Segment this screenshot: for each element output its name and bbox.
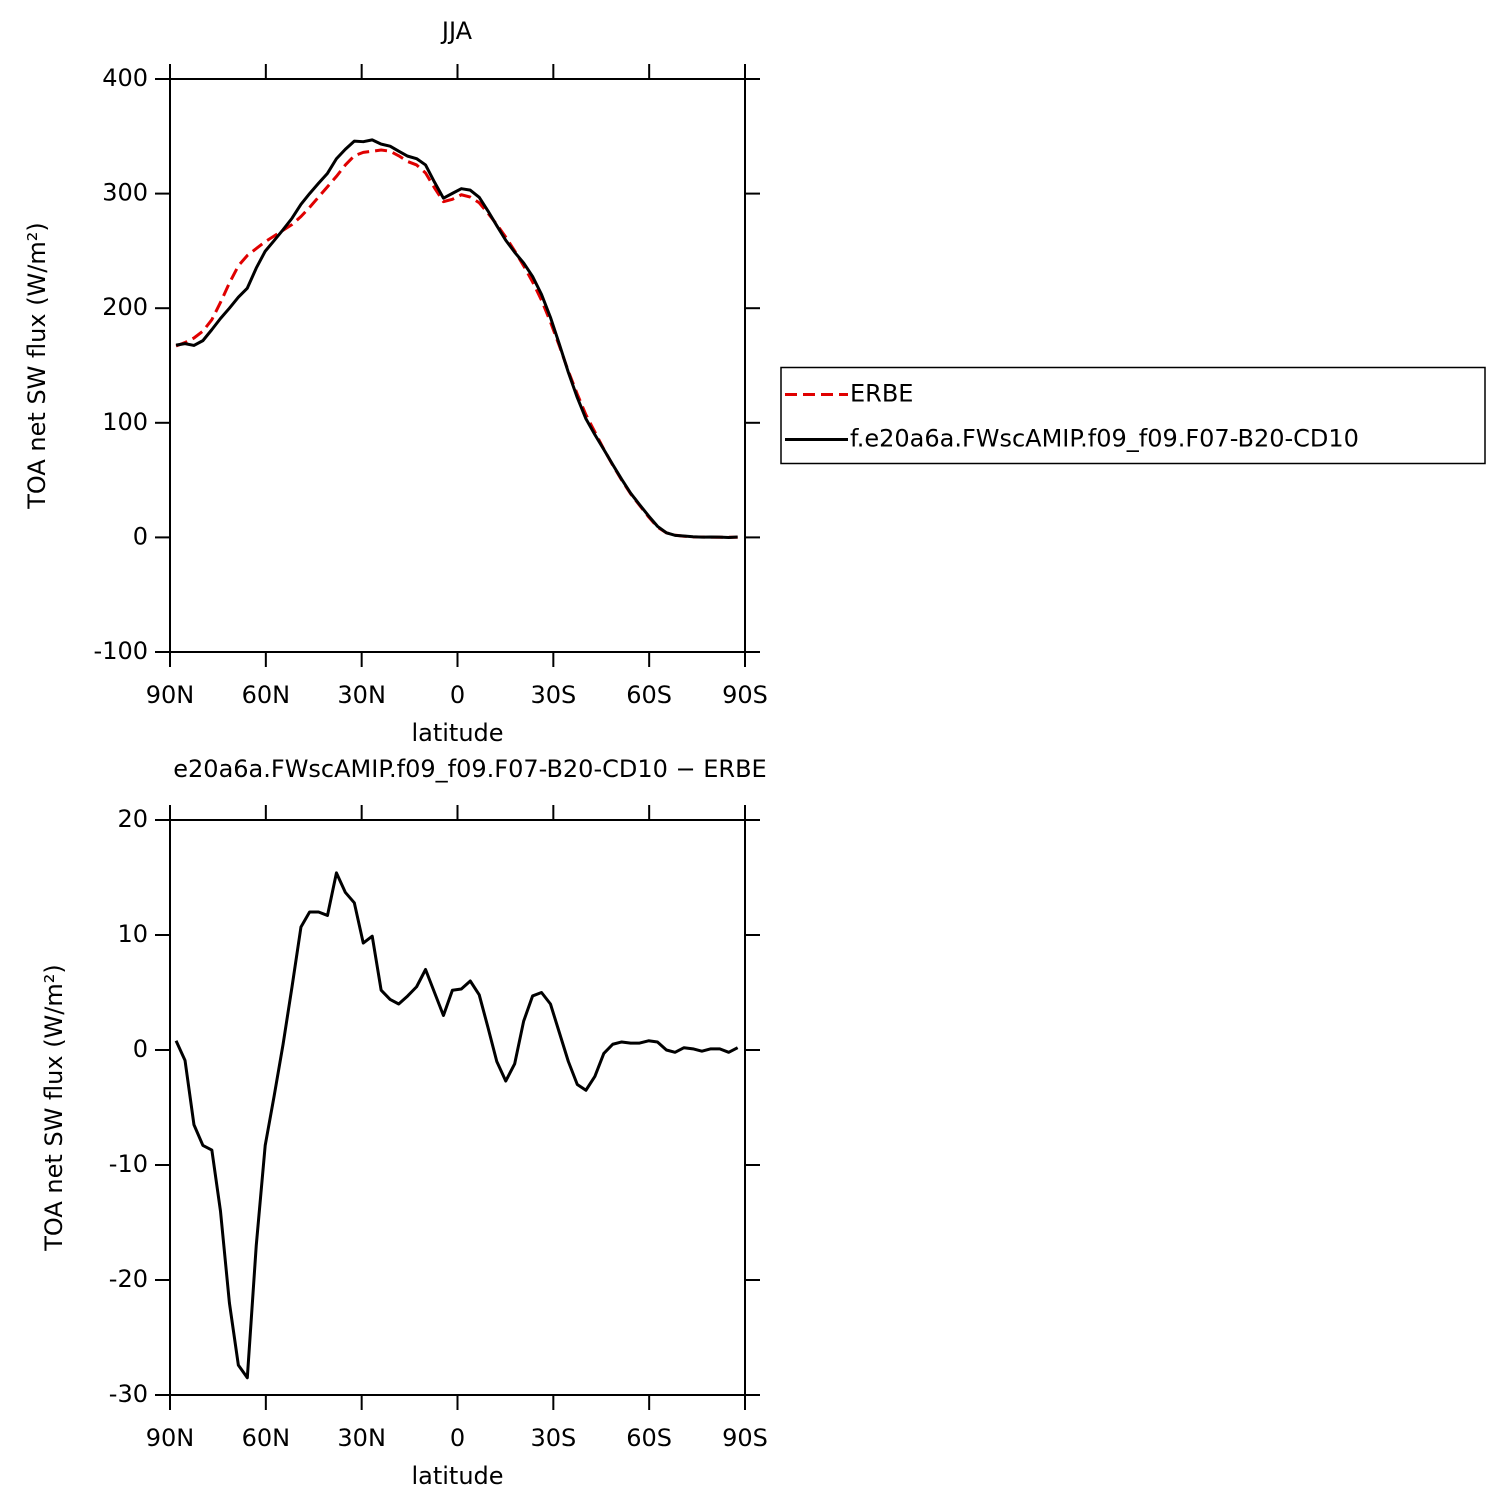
legend-label: ERBE xyxy=(850,380,913,408)
x-tick-label: 30S xyxy=(530,1424,576,1452)
series-line xyxy=(174,871,739,1380)
y-tick-label: 200 xyxy=(102,293,148,321)
plot-frame xyxy=(169,78,746,653)
plot-frame xyxy=(169,819,746,1396)
x-tick-label: 0 xyxy=(450,1424,465,1452)
x-tick-label: 90S xyxy=(722,1424,768,1452)
x-tick-label: 60N xyxy=(242,681,291,709)
x-tick-label: 90N xyxy=(146,681,195,709)
y-tick-label: -100 xyxy=(94,637,148,665)
x-tick-label: 60S xyxy=(626,1424,672,1452)
series-line xyxy=(175,148,738,539)
x-tick-label: 60S xyxy=(626,681,672,709)
chart-title: e20a6a.FWscAMIP.f09_f09.F07-B20-CD10 − E… xyxy=(173,755,766,783)
y-tick-label: 400 xyxy=(102,64,148,92)
x-axis-label: latitude xyxy=(411,1462,503,1490)
y-tick-label: -10 xyxy=(109,1150,148,1178)
y-axis-label: TOA net SW flux (W/m²) xyxy=(40,964,68,1252)
y-tick-label: 0 xyxy=(133,1035,148,1063)
y-tick-label: 100 xyxy=(102,408,148,436)
legend-label: f.e20a6a.FWscAMIP.f09_f09.F07-B20-CD10 xyxy=(850,425,1359,453)
y-tick-label: 300 xyxy=(102,179,148,207)
legend-box xyxy=(780,366,1486,465)
y-tick-label: 20 xyxy=(117,805,148,833)
chart-title: JJA xyxy=(440,17,473,45)
y-tick-label: 10 xyxy=(117,920,148,948)
y-tick-label: -20 xyxy=(109,1265,148,1293)
y-axis-label: TOA net SW flux (W/m²) xyxy=(23,222,51,510)
x-tick-label: 30N xyxy=(337,1424,386,1452)
x-tick-label: 90N xyxy=(146,1424,195,1452)
x-tick-label: 60N xyxy=(242,1424,291,1452)
series-line xyxy=(175,138,738,540)
x-tick-label: 90S xyxy=(722,681,768,709)
x-tick-label: 30N xyxy=(337,681,386,709)
x-tick-label: 30S xyxy=(530,681,576,709)
x-axis-label: latitude xyxy=(411,719,503,747)
x-tick-label: 0 xyxy=(450,681,465,709)
y-tick-label: -30 xyxy=(109,1380,148,1408)
y-tick-label: 0 xyxy=(133,522,148,550)
